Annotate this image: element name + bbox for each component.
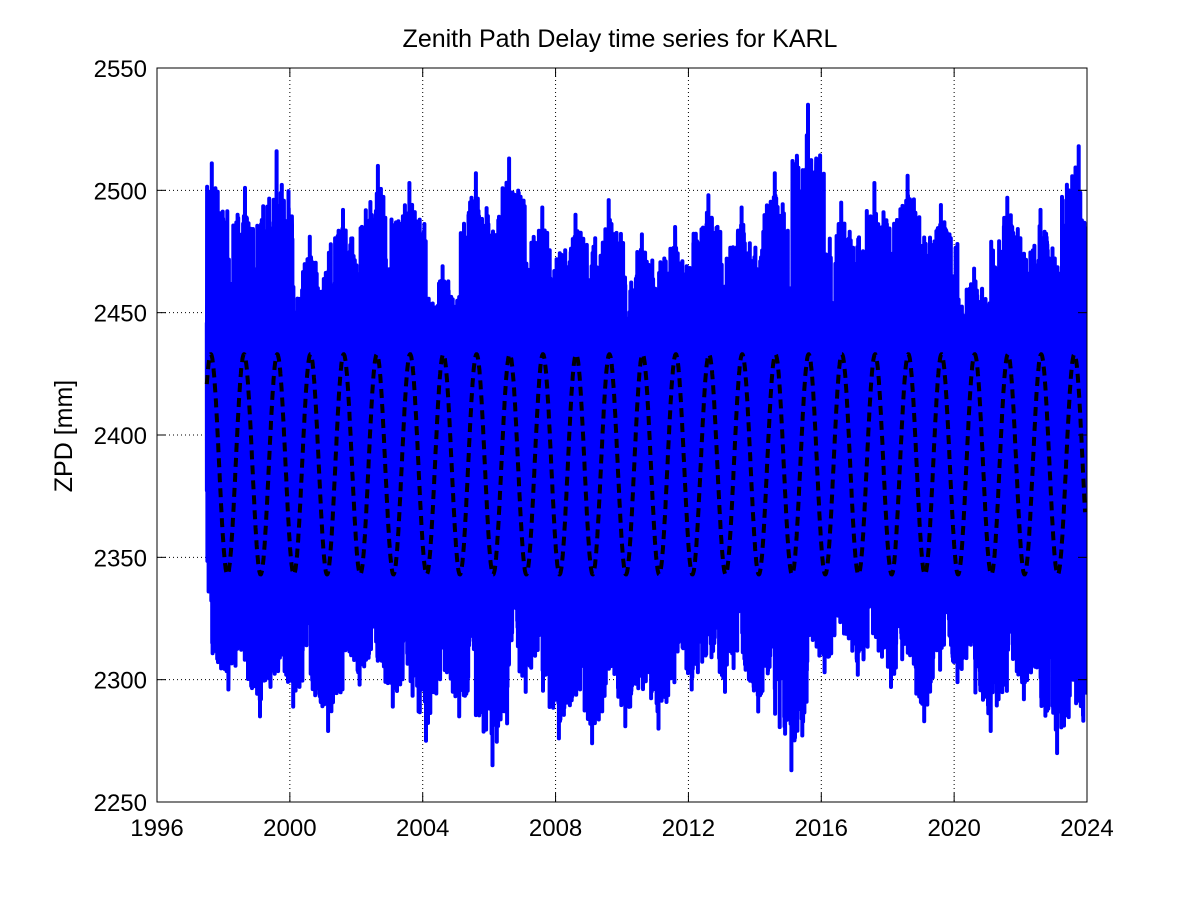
x-tick-label: 2024 [1060, 815, 1113, 842]
x-tick-label: 2008 [529, 815, 582, 842]
y-tick-label: 2300 [94, 668, 147, 695]
y-tick-label: 2550 [94, 56, 147, 83]
y-tick-label: 2400 [94, 423, 147, 450]
chart-title: Zenith Path Delay time series for KARL [403, 25, 838, 53]
y-tick-label: 2450 [94, 301, 147, 328]
y-axis-label: ZPD [mm] [50, 380, 78, 493]
zpd-model-series [204, 352, 1088, 577]
x-tick-label: 1996 [130, 815, 183, 842]
y-tick-label: 2350 [94, 545, 147, 572]
y-tick-label: 2250 [94, 790, 147, 817]
y-tick-label: 2500 [94, 178, 147, 205]
axes [156, 67, 1088, 803]
x-tick-label: 2016 [795, 815, 848, 842]
x-tick-label: 2012 [662, 815, 715, 842]
plot-area [204, 102, 1088, 773]
x-tick-label: 2004 [396, 815, 449, 842]
x-tick-label: 2020 [927, 815, 980, 842]
tick-labels: 1996 2000 2004 2008 2012 2016 2020 2024 2250 2300… [94, 56, 1114, 842]
x-tick-label: 2000 [263, 815, 316, 842]
